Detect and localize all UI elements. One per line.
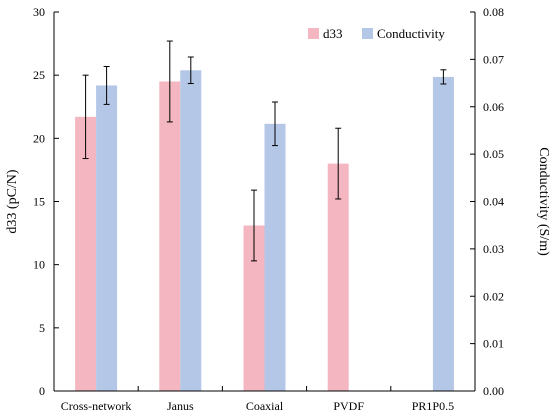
legend-swatch — [362, 28, 373, 39]
x-tick-label: PVDF — [333, 399, 364, 413]
y-tick-label: 20 — [33, 131, 45, 145]
error-bar-d33-coaxial — [251, 189, 257, 262]
y-tick-label: 10 — [33, 258, 45, 272]
y-tick-label: 30 — [33, 5, 45, 19]
y2-tick-label: 0.05 — [483, 147, 504, 161]
error-bar-d33-janus — [166, 40, 173, 123]
bars-layer — [75, 70, 454, 392]
error-bar-d33-cross-network — [82, 74, 89, 160]
y2-tick-label: 0.01 — [483, 337, 504, 351]
y2-axis-title: Conductivity (S/m) — [536, 147, 550, 256]
y-tick-label: 0 — [39, 384, 45, 398]
x-tick-label: Cross-network — [61, 399, 132, 413]
legend-label: d33 — [323, 26, 343, 41]
y-tick-label: 5 — [39, 321, 45, 335]
bar-d33-cross-network — [75, 116, 97, 392]
x-tick-label: PR1P0.5 — [412, 399, 454, 413]
legend-label: Conductivity — [377, 26, 445, 41]
bar-d33-pvdf — [327, 163, 349, 391]
axes-layer: 0 5 10 15 20 25 30 0.00 0.01 0.02 0.03 0.04 0.05 0.06… — [33, 5, 504, 413]
bar-d33-coaxial — [243, 225, 265, 391]
error-bars-layer — [82, 40, 447, 262]
error-bar-conductivity-pr1p0-5 — [440, 69, 447, 85]
bar-d33-janus — [159, 81, 181, 391]
y2-tick-label: 0.03 — [483, 242, 504, 256]
y2-tick-label: 0.04 — [483, 195, 504, 209]
error-bar-conductivity-janus — [187, 56, 194, 85]
legend-item-d33: d33 — [308, 26, 343, 41]
y2-tick-label: 0.06 — [483, 100, 504, 114]
legend-item-conductivity: Conductivity — [362, 26, 445, 41]
error-bar-conductivity-coaxial — [272, 101, 278, 147]
x-tick-label: Coaxial — [246, 399, 284, 413]
error-bar-conductivity-cross-network — [103, 65, 110, 105]
legend: d33 Conductivity — [308, 26, 445, 41]
legend-swatch — [308, 28, 319, 39]
y2-tick-label: 0.00 — [483, 384, 504, 398]
y-tick-label: 25 — [33, 68, 45, 82]
y2-tick-label: 0.08 — [483, 5, 504, 19]
y-tick-label: 15 — [33, 195, 45, 209]
x-tick-label: Janus — [167, 399, 194, 413]
bar-conductivity-pr1p0-5 — [432, 76, 454, 391]
error-bar-d33-pvdf — [335, 127, 342, 200]
bar-conductivity-cross-network — [96, 85, 118, 392]
bar-conductivity-coaxial — [264, 123, 286, 392]
y2-tick-label: 0.07 — [483, 52, 504, 66]
bar-conductivity-janus — [180, 70, 202, 392]
y2-tick-label: 0.02 — [483, 289, 504, 303]
y-axis-title: d33 (pC/N) — [5, 169, 20, 234]
